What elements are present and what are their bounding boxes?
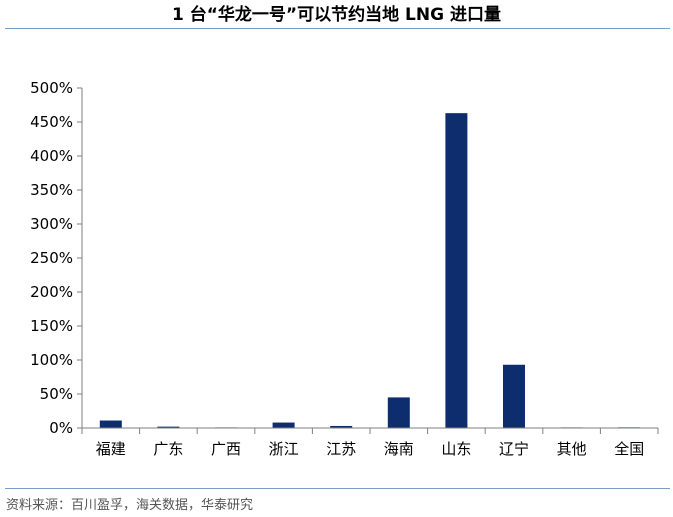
y-tick-label: 100% [30,351,73,369]
bar-3 [272,422,295,428]
y-tick-label: 200% [30,283,73,301]
source-note: 资料来源：百川盈孚，海关数据，华泰研究 [6,498,254,513]
source-rule [5,488,670,489]
bar-0 [99,420,122,428]
x-tick-label: 山东 [441,440,471,458]
x-axis: 福建 广东 广西 浙江 江苏 海南 山东 辽宁 其他 全国 [81,427,659,458]
x-tick-label: 全国 [614,440,644,458]
x-tick-label: 江苏 [326,440,356,458]
y-tick-label: 50% [40,385,73,403]
x-tick-label: 福建 [96,440,126,458]
bar-chart: 0% 50% 100% 150% 200% 250% 300% 350% 400% 450% 500… [30,79,659,458]
x-tick-label: 其他 [557,440,587,458]
x-tick-label: 广西 [211,440,241,458]
x-tick-label: 浙江 [269,440,299,458]
y-tick-label: 450% [30,113,73,131]
y-axis-ticks: 0% 50% 100% 150% 200% 250% 300% 350% 400% 450% 500… [30,79,83,437]
bar-7 [503,364,525,428]
bar-5 [387,397,410,428]
x-tick-label: 辽宁 [499,440,529,458]
x-tick-label: 广东 [153,440,183,458]
bars [99,113,641,428]
y-tick-label: 250% [30,249,73,267]
y-tick-label: 0% [49,419,73,437]
x-tick-label: 海南 [384,440,414,458]
bar-4 [330,425,353,428]
y-tick-label: 500% [30,79,73,97]
bar-1 [157,426,180,428]
chart-title: 1 台“华龙一号”可以节约当地 LNG 进口量 [172,5,501,25]
y-tick-label: 350% [30,181,73,199]
y-tick-label: 400% [30,147,73,165]
bar-6 [445,113,468,428]
title-rule [5,28,670,29]
y-tick-label: 150% [30,317,73,335]
y-tick-label: 300% [30,215,73,233]
